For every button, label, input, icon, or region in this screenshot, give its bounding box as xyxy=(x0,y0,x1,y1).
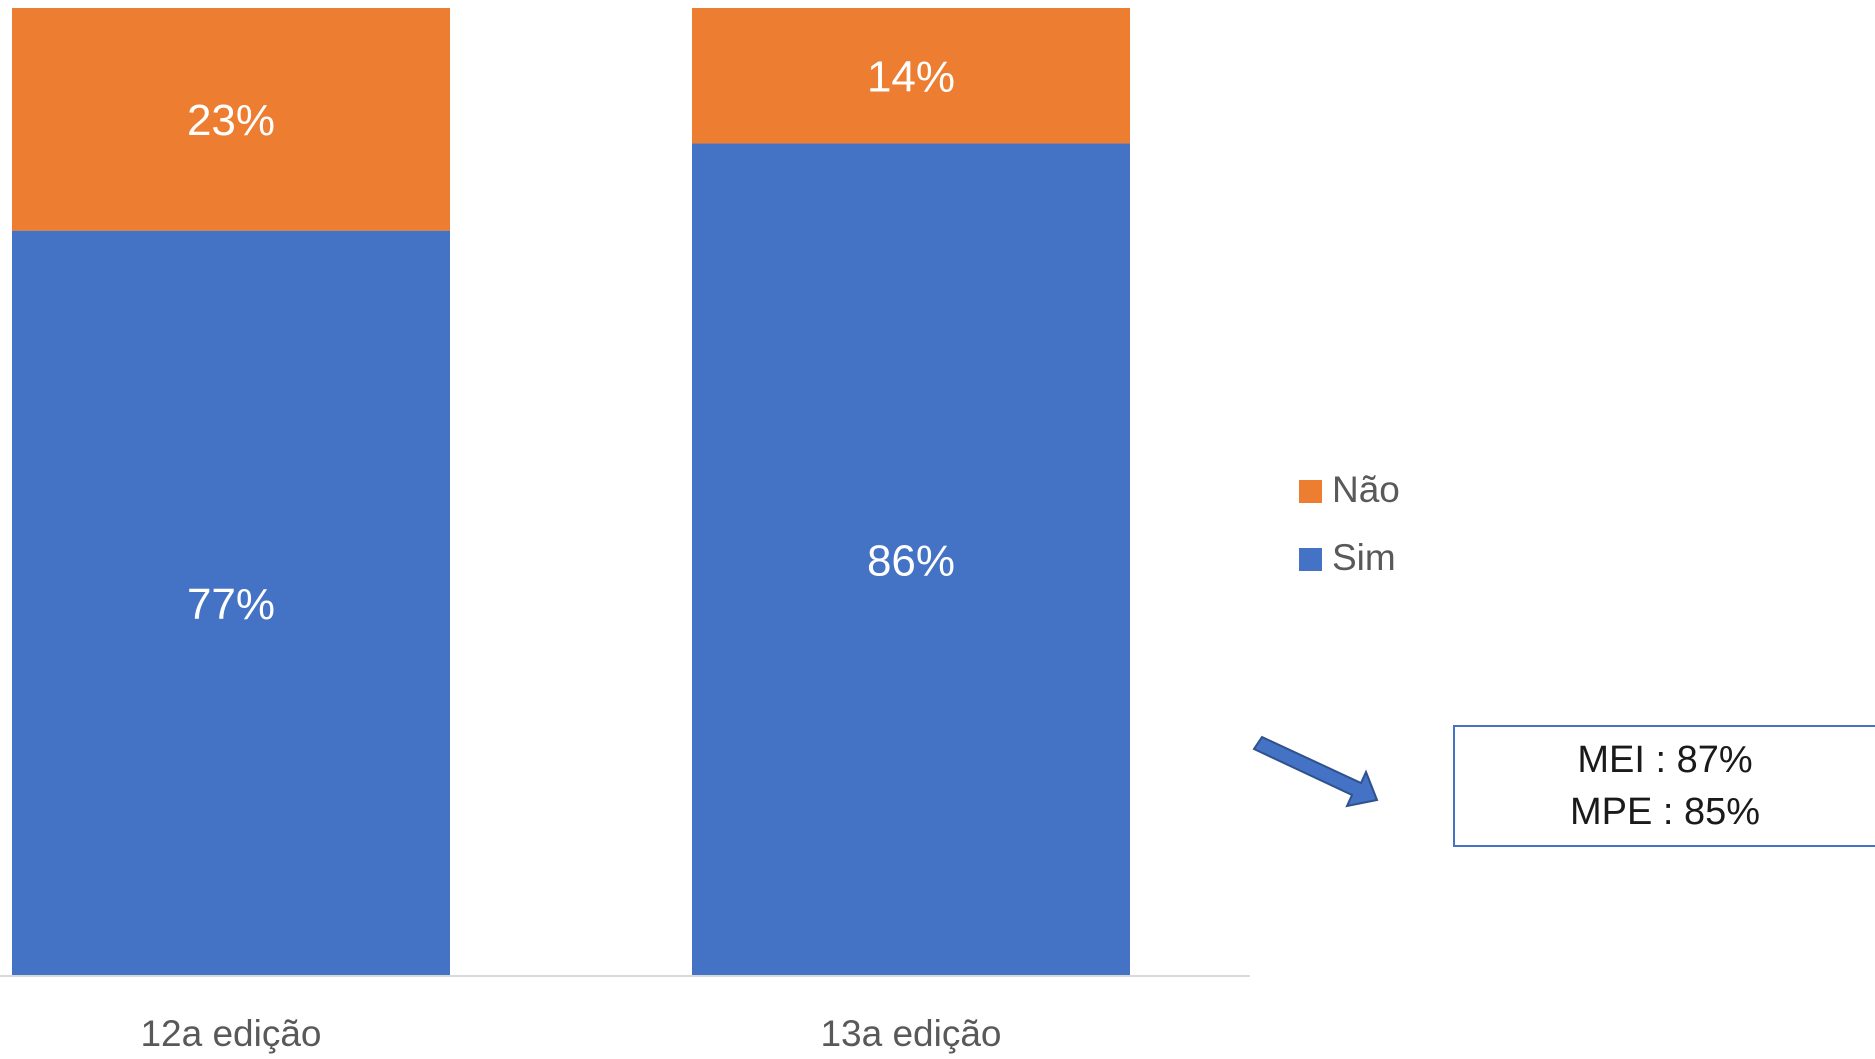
data-label-sim-2: 86% xyxy=(867,537,955,586)
bar-n-o-2 xyxy=(692,8,1130,144)
x-tick-label-1: 12a edição xyxy=(140,1013,321,1054)
data-label-n-o-2: 14% xyxy=(867,53,955,102)
legend-label-n-o: Não xyxy=(1332,469,1400,510)
data-label-n-o-1: 23% xyxy=(187,96,275,145)
annotation-line-mpe: MPE : 85% xyxy=(1569,791,1761,833)
annotation-line-mei: MEI : 87% xyxy=(1577,739,1753,781)
bars-layer xyxy=(12,8,1130,976)
x-tick-label-2: 13a edição xyxy=(820,1013,1001,1054)
legend-label-sim: Sim xyxy=(1332,537,1396,578)
x-tick-labels: 12a edição 13a edição xyxy=(140,1013,1001,1054)
legend: Não Sim xyxy=(1299,469,1400,578)
bar-n-o-1 xyxy=(12,8,450,231)
callout-arrow xyxy=(1252,735,1379,808)
bar-sim-1 xyxy=(12,230,450,976)
legend-swatch-n-o xyxy=(1299,480,1322,503)
bar-sim-2 xyxy=(692,143,1130,976)
annotation-box: MEI : 87% MPE : 85% xyxy=(1453,725,1875,847)
data-label-sim-1: 77% xyxy=(187,580,275,629)
data-labels-layer: 77% 23% 86% 14% xyxy=(187,53,955,630)
arrow-icon xyxy=(1252,735,1379,808)
legend-swatch-sim xyxy=(1299,548,1322,571)
